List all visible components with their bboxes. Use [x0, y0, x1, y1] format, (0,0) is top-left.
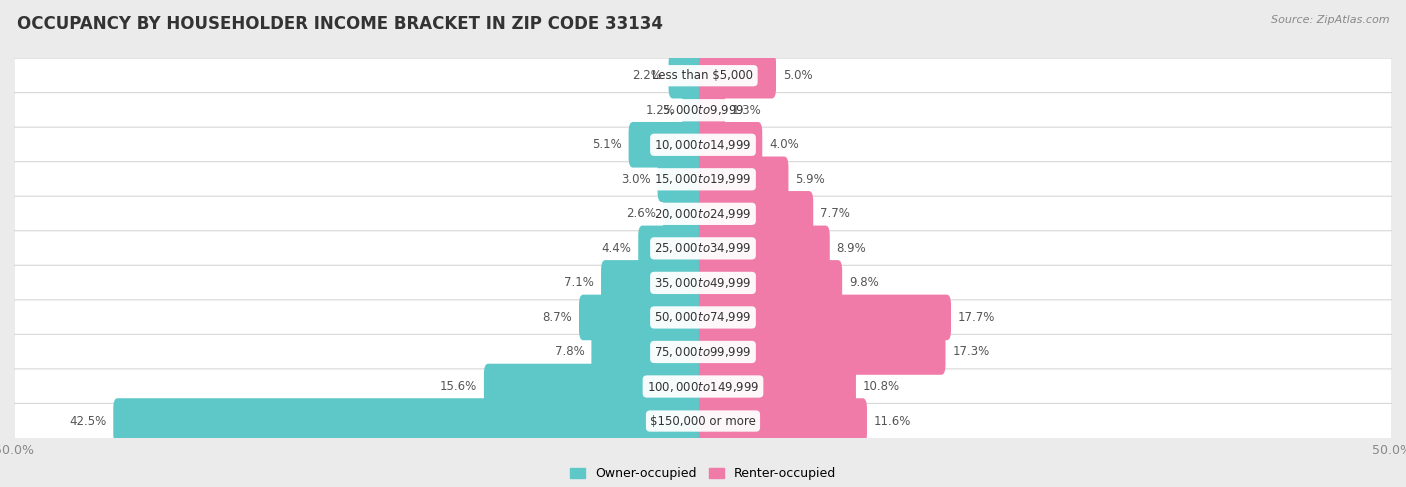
FancyBboxPatch shape — [579, 295, 707, 340]
Text: $100,000 to $149,999: $100,000 to $149,999 — [647, 379, 759, 393]
FancyBboxPatch shape — [14, 127, 1392, 162]
Text: 5.1%: 5.1% — [592, 138, 621, 151]
Text: $15,000 to $19,999: $15,000 to $19,999 — [654, 172, 752, 187]
Text: 4.4%: 4.4% — [602, 242, 631, 255]
FancyBboxPatch shape — [628, 122, 707, 168]
Legend: Owner-occupied, Renter-occupied: Owner-occupied, Renter-occupied — [565, 462, 841, 485]
FancyBboxPatch shape — [669, 53, 707, 98]
FancyBboxPatch shape — [638, 225, 707, 271]
FancyBboxPatch shape — [14, 58, 1392, 94]
Text: 8.7%: 8.7% — [543, 311, 572, 324]
Text: 11.6%: 11.6% — [875, 414, 911, 428]
FancyBboxPatch shape — [699, 364, 856, 409]
FancyBboxPatch shape — [699, 191, 813, 237]
FancyBboxPatch shape — [699, 53, 776, 98]
Text: 9.8%: 9.8% — [849, 277, 879, 289]
Text: $75,000 to $99,999: $75,000 to $99,999 — [654, 345, 752, 359]
FancyBboxPatch shape — [600, 260, 707, 306]
FancyBboxPatch shape — [14, 231, 1392, 266]
Text: $150,000 or more: $150,000 or more — [650, 414, 756, 428]
FancyBboxPatch shape — [592, 329, 707, 375]
Text: 7.7%: 7.7% — [820, 207, 851, 220]
FancyBboxPatch shape — [114, 398, 707, 444]
FancyBboxPatch shape — [699, 329, 945, 375]
FancyBboxPatch shape — [14, 403, 1392, 439]
Text: 17.7%: 17.7% — [957, 311, 995, 324]
Text: $5,000 to $9,999: $5,000 to $9,999 — [662, 103, 744, 117]
Text: 5.0%: 5.0% — [783, 69, 813, 82]
Text: Source: ZipAtlas.com: Source: ZipAtlas.com — [1271, 15, 1389, 25]
Text: 8.9%: 8.9% — [837, 242, 866, 255]
Text: $10,000 to $14,999: $10,000 to $14,999 — [654, 138, 752, 152]
Text: $25,000 to $34,999: $25,000 to $34,999 — [654, 242, 752, 255]
FancyBboxPatch shape — [699, 122, 762, 168]
Text: 3.0%: 3.0% — [621, 173, 651, 186]
Text: 1.2%: 1.2% — [645, 104, 675, 117]
FancyBboxPatch shape — [699, 260, 842, 306]
Text: 42.5%: 42.5% — [69, 414, 107, 428]
FancyBboxPatch shape — [484, 364, 707, 409]
Text: 2.6%: 2.6% — [626, 207, 657, 220]
FancyBboxPatch shape — [14, 300, 1392, 335]
Text: 17.3%: 17.3% — [952, 345, 990, 358]
FancyBboxPatch shape — [658, 156, 707, 202]
Text: 2.2%: 2.2% — [631, 69, 662, 82]
FancyBboxPatch shape — [14, 335, 1392, 370]
FancyBboxPatch shape — [699, 156, 789, 202]
Text: OCCUPANCY BY HOUSEHOLDER INCOME BRACKET IN ZIP CODE 33134: OCCUPANCY BY HOUSEHOLDER INCOME BRACKET … — [17, 15, 662, 33]
Text: 1.3%: 1.3% — [733, 104, 762, 117]
FancyBboxPatch shape — [699, 398, 868, 444]
Text: $35,000 to $49,999: $35,000 to $49,999 — [654, 276, 752, 290]
Text: $20,000 to $24,999: $20,000 to $24,999 — [654, 207, 752, 221]
Text: Less than $5,000: Less than $5,000 — [652, 69, 754, 82]
Text: 15.6%: 15.6% — [440, 380, 477, 393]
Text: 5.9%: 5.9% — [796, 173, 825, 186]
Text: $50,000 to $74,999: $50,000 to $74,999 — [654, 310, 752, 324]
Text: 7.8%: 7.8% — [555, 345, 585, 358]
FancyBboxPatch shape — [14, 196, 1392, 231]
FancyBboxPatch shape — [14, 93, 1392, 128]
FancyBboxPatch shape — [682, 88, 707, 133]
FancyBboxPatch shape — [699, 295, 950, 340]
Text: 10.8%: 10.8% — [863, 380, 900, 393]
FancyBboxPatch shape — [664, 191, 707, 237]
FancyBboxPatch shape — [14, 265, 1392, 300]
FancyBboxPatch shape — [14, 369, 1392, 404]
FancyBboxPatch shape — [14, 162, 1392, 197]
Text: 7.1%: 7.1% — [564, 277, 595, 289]
FancyBboxPatch shape — [699, 88, 725, 133]
Text: 4.0%: 4.0% — [769, 138, 799, 151]
FancyBboxPatch shape — [699, 225, 830, 271]
